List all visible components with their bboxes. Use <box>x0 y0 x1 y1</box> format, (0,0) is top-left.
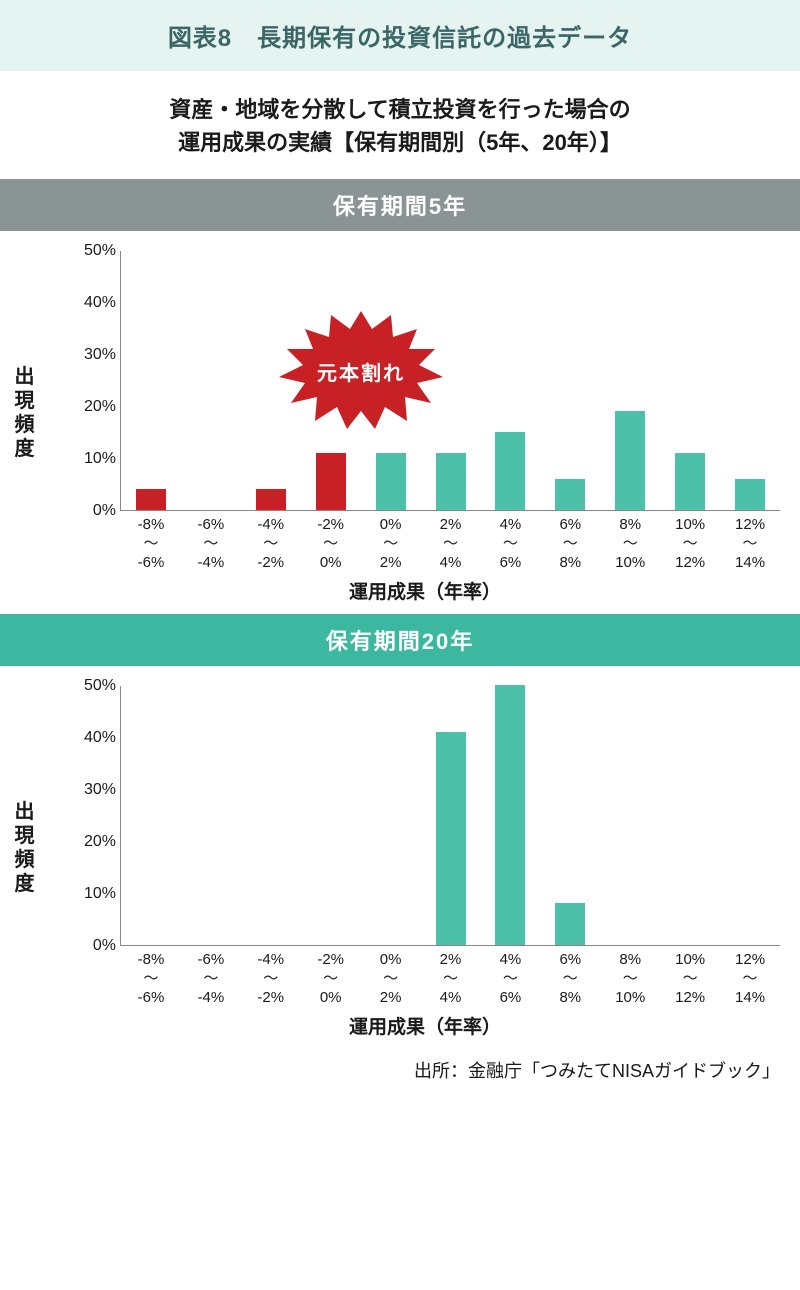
bar <box>615 411 645 510</box>
ytick: 40% <box>66 294 116 312</box>
ytick: 30% <box>66 781 116 799</box>
xtick: 10%〜12% <box>663 510 717 572</box>
ytick: 10% <box>66 885 116 903</box>
bar <box>735 479 765 510</box>
xtick: -8%〜-6% <box>124 945 178 1007</box>
ytick: 40% <box>66 729 116 747</box>
yaxis-label-20yr: 出現頻度 <box>8 800 37 896</box>
bar <box>555 903 585 945</box>
title-text: 図表8 長期保有の投資信託の過去データ <box>10 18 790 53</box>
section-header-20yr: 保有期間20年 <box>0 614 800 666</box>
xtick: -2%〜0% <box>304 945 358 1007</box>
xtick: 12%〜14% <box>723 945 777 1007</box>
ytick: 0% <box>66 937 116 955</box>
subtitle-line1: 資産・地域を分散して積立投資を行った場合の <box>20 93 780 126</box>
xtick: 10%〜12% <box>663 945 717 1007</box>
title-banner: 図表8 長期保有の投資信託の過去データ <box>0 0 800 71</box>
xtick: -8%〜-6% <box>124 510 178 572</box>
bar <box>376 453 406 510</box>
ytick: 30% <box>66 346 116 364</box>
xtick: -2%〜0% <box>304 510 358 572</box>
xtick: -4%〜-2% <box>244 510 298 572</box>
bar <box>316 453 346 510</box>
bar <box>256 489 286 510</box>
ytick: 0% <box>66 502 116 520</box>
source-text: 出所：金融庁「つみたてNISAガイドブック」 <box>0 1049 800 1083</box>
xtick: 2%〜4% <box>424 510 478 572</box>
ytick: 20% <box>66 398 116 416</box>
xtick: 0%〜2% <box>364 945 418 1007</box>
xaxis-label-5yr: 運用成果（年率） <box>70 577 780 604</box>
xtick: 4%〜6% <box>483 945 537 1007</box>
xtick: 12%〜14% <box>723 510 777 572</box>
callout-ganponware: 元本割れ <box>271 311 451 431</box>
bar <box>675 453 705 510</box>
ytick: 20% <box>66 833 116 851</box>
bar <box>555 479 585 510</box>
xtick: 4%〜6% <box>483 510 537 572</box>
xtick: 0%〜2% <box>364 510 418 572</box>
yaxis-label-5yr: 出現頻度 <box>8 365 37 461</box>
ytick: 10% <box>66 450 116 468</box>
xtick: 6%〜8% <box>543 945 597 1007</box>
xtick: 2%〜4% <box>424 945 478 1007</box>
ytick: 50% <box>66 677 116 695</box>
subtitle-block: 資産・地域を分散して積立投資を行った場合の 運用成果の実績【保有期間別（5年、2… <box>0 71 800 179</box>
ytick: 50% <box>66 242 116 260</box>
xtick: 8%〜10% <box>603 510 657 572</box>
xtick: 6%〜8% <box>543 510 597 572</box>
xtick: -4%〜-2% <box>244 945 298 1007</box>
section-header-5yr: 保有期間5年 <box>0 179 800 231</box>
bar <box>495 685 525 945</box>
callout-text: 元本割れ <box>271 311 451 431</box>
plot-20yr: 0%10%20%30%40%50%-8%〜-6%-6%〜-4%-4%〜-2%-2… <box>120 686 780 946</box>
chart-20yr: 出現頻度 0%10%20%30%40%50%-8%〜-6%-6%〜-4%-4%〜… <box>0 666 800 1049</box>
plot-5yr: 元本割れ 0%10%20%30%40%50%-8%〜-6%-6%〜-4%-4%〜… <box>120 251 780 511</box>
xtick: -6%〜-4% <box>184 510 238 572</box>
bar <box>136 489 166 510</box>
chart-5yr: 出現頻度 元本割れ 0%10%20%30%40%50%-8%〜-6%-6%〜-4… <box>0 231 800 614</box>
xtick: -6%〜-4% <box>184 945 238 1007</box>
xtick: 8%〜10% <box>603 945 657 1007</box>
bar <box>436 453 466 510</box>
bar <box>436 732 466 945</box>
xaxis-label-20yr: 運用成果（年率） <box>70 1012 780 1039</box>
bar <box>495 432 525 510</box>
subtitle-line2: 運用成果の実績【保有期間別（5年、20年）】 <box>20 126 780 159</box>
